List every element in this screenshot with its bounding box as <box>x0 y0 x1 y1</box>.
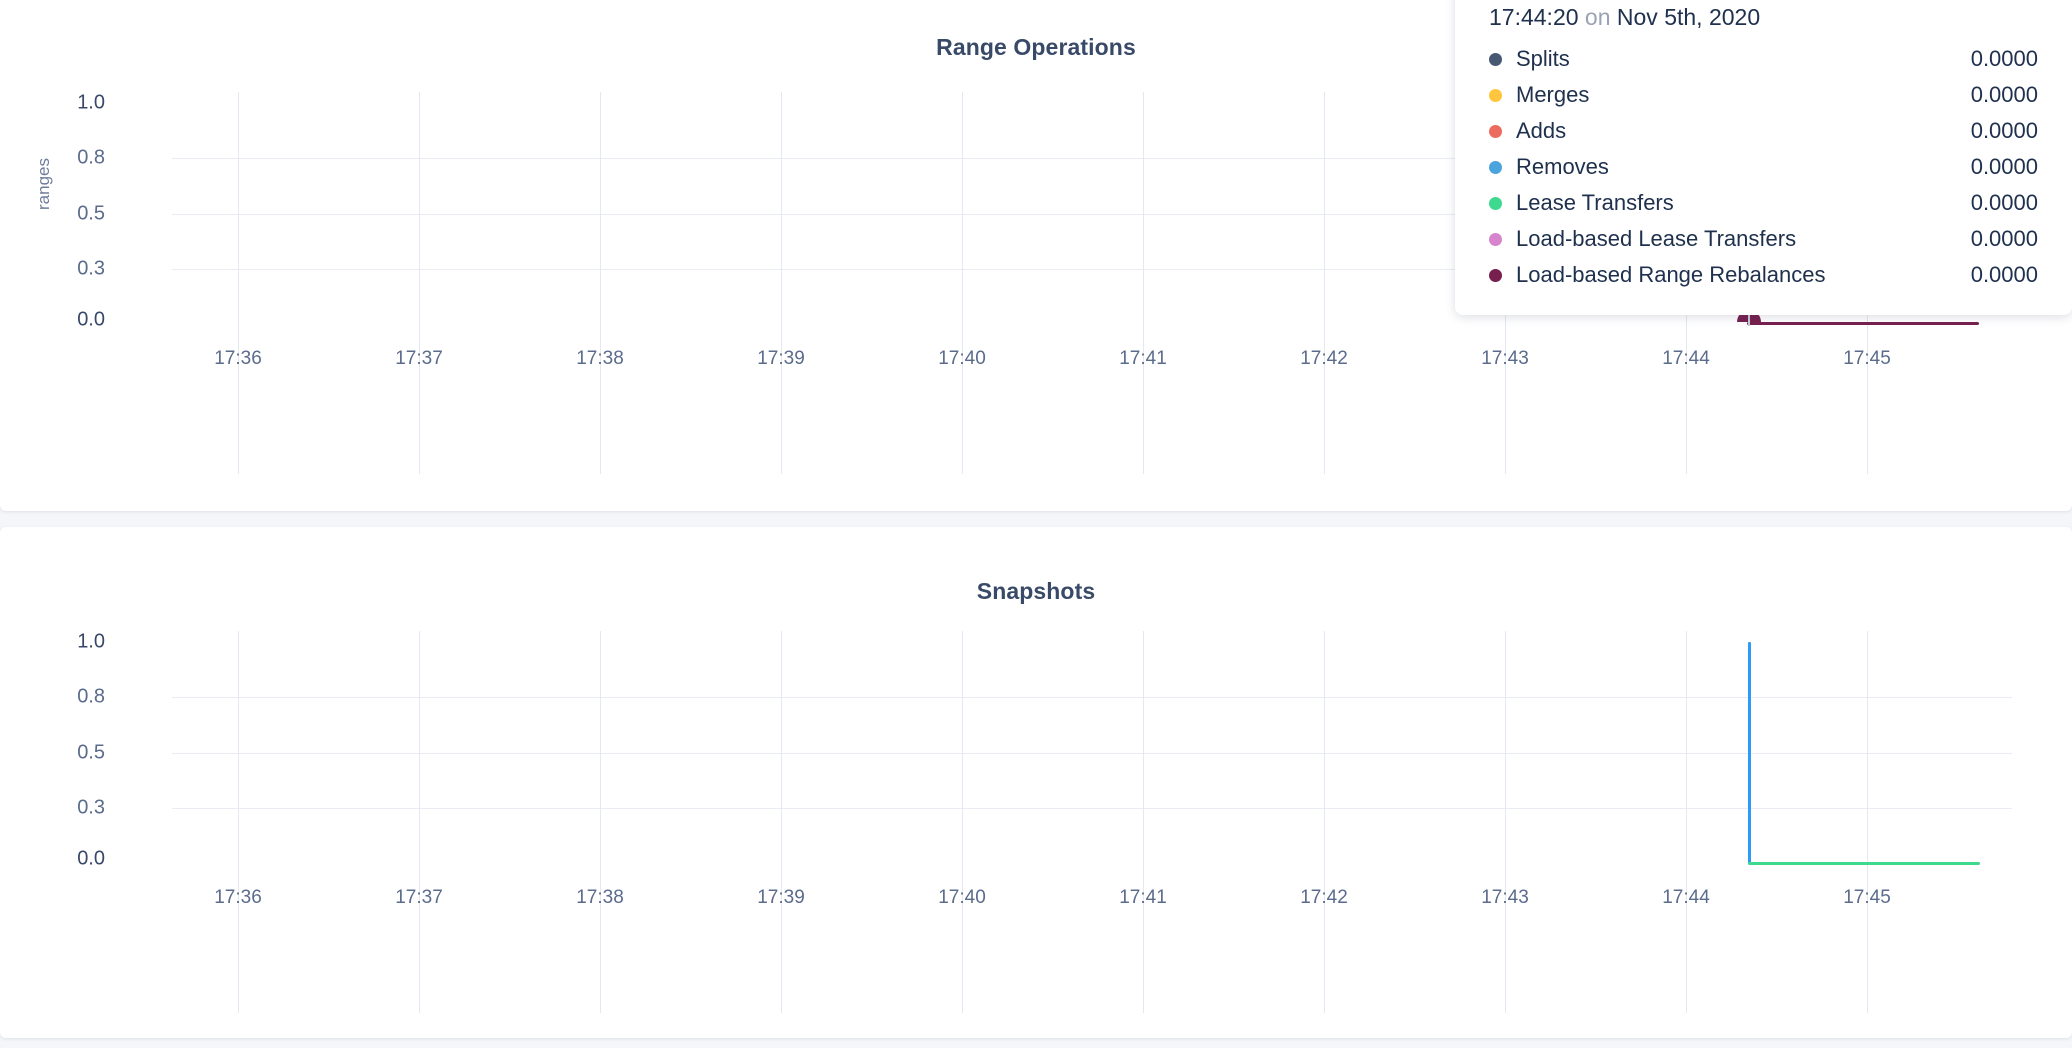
grid-line-vertical <box>419 631 420 1013</box>
tooltip-on-word: on <box>1584 4 1611 30</box>
legend-dot-icon <box>1489 52 1502 66</box>
tooltip-row: Load-based Range Rebalances 0.0000 <box>1489 257 2038 293</box>
grid-line-vertical <box>238 92 239 474</box>
tooltip-series-label: Removes <box>1516 154 1609 179</box>
y-tick: 0.8 <box>77 685 105 708</box>
legend-dot-icon <box>1489 160 1502 174</box>
grid-line-horizontal <box>172 753 2012 754</box>
grid-line-vertical <box>962 92 963 474</box>
tooltip-series-label: Splits <box>1516 46 1570 71</box>
tooltip-series-label: Load-based Lease Transfers <box>1516 226 1797 251</box>
chart-hover-tooltip: 17:44:20 on Nov 5th, 2020 Splits 0.0000 … <box>1455 0 2072 315</box>
y-axis-ticks-snapshots: 1.0 0.8 0.5 0.3 0.0 <box>20 627 105 1027</box>
grid-line-vertical <box>1324 92 1325 474</box>
grid-line-vertical <box>781 92 782 474</box>
x-tick: 17:36 <box>214 348 262 369</box>
grid-line-horizontal <box>172 158 2012 159</box>
x-tick: 17:41 <box>1119 887 1167 908</box>
tooltip-series-value: 0.0000 <box>1970 118 2038 143</box>
tooltip-series-label: Merges <box>1516 82 1590 107</box>
grid-line-vertical <box>1143 92 1144 474</box>
grid-line-vertical <box>781 631 782 1013</box>
page-title-range-operations: Range Operations <box>936 34 1136 60</box>
tooltip-row: Splits 0.0000 <box>1489 41 2038 77</box>
y-tick: 0.5 <box>77 741 105 764</box>
x-tick: 17:36 <box>214 887 262 908</box>
grid-line-vertical <box>238 631 239 1013</box>
y-tick: 0.0 <box>77 847 105 870</box>
tooltip-series-label: Load-based Range Rebalances <box>1516 262 1826 287</box>
y-tick: 0.0 <box>77 308 105 331</box>
grid-line-vertical <box>1143 631 1144 1013</box>
legend-dot-icon <box>1489 124 1502 138</box>
range-operations-grid: 17:36 17:37 17:38 17:39 17:40 17:41 17:4… <box>112 0 2072 488</box>
tooltip-row: Adds 0.0000 <box>1489 113 2038 149</box>
y-tick: 0.5 <box>77 202 105 225</box>
legend-dot-icon <box>1489 232 1502 246</box>
series-line-baseline <box>1748 862 1980 865</box>
tooltip-series-value: 0.0000 <box>1970 226 2038 251</box>
x-tick: 17:42 <box>1300 348 1348 369</box>
snapshots-plot: 1.0 0.8 0.5 0.3 0.0 17:36 <box>0 627 2072 1027</box>
tooltip-row: Merges 0.0000 <box>1489 77 2038 113</box>
grid-line-horizontal <box>172 808 2012 809</box>
grid-line-horizontal <box>172 697 2012 698</box>
x-tick: 17:38 <box>576 348 624 369</box>
x-tick: 17:44 <box>1662 348 1710 369</box>
x-tick: 17:37 <box>395 348 443 369</box>
x-tick: 17:45 <box>1843 887 1891 908</box>
series-line-snapshot-spike <box>1748 642 1751 864</box>
tooltip-series-value: 0.0000 <box>1970 82 2038 107</box>
grid-line-vertical <box>1867 631 1868 1013</box>
y-axis-ticks-ranges: 1.0 0.8 0.5 0.3 0.0 <box>20 88 105 488</box>
tooltip-row: Load-based Lease Transfers 0.0000 <box>1489 221 2038 257</box>
x-tick: 17:41 <box>1119 348 1167 369</box>
range-operations-plot: 1.0 0.8 0.5 0.3 0.0 <box>0 0 2072 488</box>
x-tick: 17:40 <box>938 348 986 369</box>
tooltip-time-value: 17:44:20 <box>1489 4 1579 30</box>
x-tick: 17:43 <box>1481 348 1529 369</box>
tooltip-series-value: 0.0000 <box>1970 46 2038 71</box>
grid-line-vertical <box>600 92 601 474</box>
tooltip-series-label: Lease Transfers <box>1516 190 1674 215</box>
x-tick: 17:42 <box>1300 887 1348 908</box>
tooltip-series-label: Adds <box>1516 118 1567 143</box>
x-tick: 17:43 <box>1481 887 1529 908</box>
x-tick: 17:44 <box>1662 887 1710 908</box>
grid-line-vertical <box>962 631 963 1013</box>
tooltip-timestamp: 17:44:20 on Nov 5th, 2020 <box>1489 4 2038 31</box>
y-tick: 0.8 <box>77 146 105 169</box>
tooltip-series-value: 0.0000 <box>1970 154 2038 179</box>
snapshots-grid: 17:36 17:37 17:38 17:39 17:40 17:41 17:4… <box>112 627 2072 1027</box>
tooltip-series-value: 0.0000 <box>1970 262 2038 287</box>
grid-line-vertical <box>419 92 420 474</box>
series-line-load-based-range-rebalances <box>1747 322 1979 325</box>
legend-dot-icon <box>1489 196 1502 210</box>
tooltip-row: Lease Transfers 0.0000 <box>1489 185 2038 221</box>
y-tick: 1.0 <box>77 630 105 653</box>
grid-line-vertical <box>600 631 601 1013</box>
snapshots-chart-card: Snapshots 1.0 0.8 0.5 0.3 0.0 <box>0 527 2072 1038</box>
grid-line-vertical <box>1686 631 1687 1013</box>
tooltip-row: Removes 0.0000 <box>1489 149 2038 185</box>
x-tick: 17:45 <box>1843 348 1891 369</box>
x-tick: 17:37 <box>395 887 443 908</box>
legend-dot-icon <box>1489 88 1502 102</box>
grid-line-vertical <box>1324 631 1325 1013</box>
x-tick: 17:39 <box>757 348 805 369</box>
grid-line-vertical <box>1505 631 1506 1013</box>
grid-line-horizontal <box>172 269 2012 270</box>
y-tick: 0.3 <box>77 257 105 280</box>
x-tick: 17:38 <box>576 887 624 908</box>
x-tick: 17:39 <box>757 887 805 908</box>
tooltip-date-value: Nov 5th, 2020 <box>1616 4 1761 30</box>
legend-dot-icon <box>1489 268 1502 282</box>
y-tick: 1.0 <box>77 91 105 114</box>
y-tick: 0.3 <box>77 796 105 819</box>
page-title-snapshots: Snapshots <box>976 578 1096 604</box>
x-tick: 17:40 <box>938 887 986 908</box>
grid-line-horizontal <box>172 214 2012 215</box>
tooltip-series-value: 0.0000 <box>1970 190 2038 215</box>
